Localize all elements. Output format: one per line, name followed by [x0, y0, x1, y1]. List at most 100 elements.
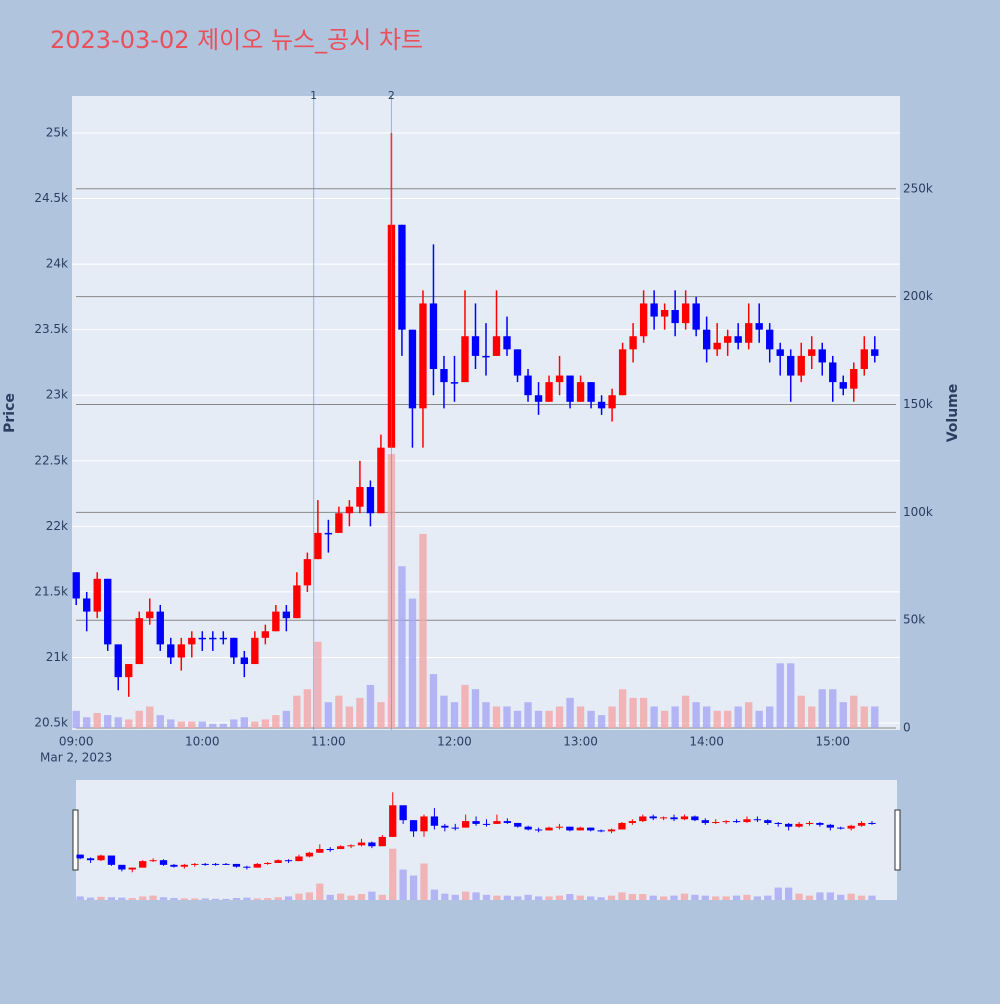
volume-bar	[366, 684, 375, 729]
candle-body	[492, 336, 501, 356]
y-tick-label: 23k	[46, 388, 68, 402]
volume-bar	[72, 710, 80, 729]
slider-volume-bar	[712, 896, 720, 900]
slider-volume-bar	[274, 897, 282, 900]
slider-candle-body	[264, 862, 272, 864]
candle-body	[503, 336, 511, 350]
slider-volume-bar	[76, 896, 84, 900]
slider-candle-body	[472, 821, 480, 824]
candle-body	[398, 224, 406, 330]
slider-candle-body	[399, 805, 407, 821]
slider-candle-body	[222, 863, 230, 865]
slider-handle[interactable]	[894, 809, 901, 871]
slider-volume-bar	[493, 895, 501, 900]
slider-candle-body	[587, 827, 595, 831]
candle-body	[440, 369, 448, 383]
candle-body	[566, 375, 574, 402]
slider-candle-body	[701, 820, 709, 823]
slider-volume-bar	[816, 892, 824, 900]
candle-body	[419, 303, 427, 409]
slider-candle-body	[597, 830, 605, 832]
candle-body	[745, 323, 753, 343]
slider-candle-body	[847, 825, 855, 829]
slider-volume-bar	[316, 883, 324, 900]
volume-bar	[209, 723, 217, 729]
slider-candle-body	[524, 826, 532, 830]
volume-bar	[734, 706, 742, 729]
volume-bar	[93, 712, 101, 729]
slider-candle-body	[243, 866, 251, 868]
y2-tick-label: 200k	[903, 289, 933, 303]
slider-candle-body	[837, 827, 845, 829]
x-tick-label: 11:00	[311, 735, 346, 749]
candle-body	[524, 375, 532, 396]
candle-body	[681, 303, 690, 324]
volume-bar	[702, 706, 711, 729]
slider-volume-bar	[222, 898, 230, 900]
candle-body	[702, 329, 711, 350]
slider-candle-body	[618, 822, 626, 830]
candle-body	[198, 637, 206, 640]
volume-bar	[776, 663, 784, 729]
slider-volume-bar	[389, 848, 397, 900]
volume-bar	[261, 719, 270, 729]
slider-volume-bar	[378, 894, 386, 900]
slider-volume-bar	[139, 896, 147, 900]
candle-body	[650, 303, 658, 317]
x-tick-label: 13:00	[563, 735, 598, 749]
slider-candle-body	[514, 822, 522, 827]
volume-bar	[146, 706, 154, 729]
volume-bar	[745, 702, 753, 729]
candle-body	[429, 303, 438, 370]
volume-bar	[681, 695, 690, 729]
volume-bar	[293, 695, 301, 729]
volume-bar	[471, 689, 480, 729]
candle-body	[818, 349, 826, 363]
slider-candle-body	[732, 821, 741, 823]
slider-candle-body	[139, 861, 147, 868]
candle-body	[345, 506, 354, 514]
candle-body	[734, 336, 742, 343]
volume-bar	[860, 706, 868, 729]
slider-volume-bar	[743, 894, 751, 900]
candle-body	[723, 336, 732, 343]
slider-candle-body	[420, 816, 428, 832]
volume-bar	[829, 689, 837, 729]
slider-candle-body	[159, 860, 168, 865]
slider-candle-body	[649, 816, 657, 819]
x-tick-label: 15:00	[815, 735, 850, 749]
y2-tick-label: 100k	[903, 505, 933, 519]
slider-volume-bar	[243, 897, 251, 900]
slider-volume-bar	[253, 898, 261, 900]
volume-bar	[282, 710, 291, 729]
candle-body	[167, 644, 175, 658]
volume-bar	[450, 702, 459, 729]
volume-bar	[461, 684, 469, 729]
volume-bar	[125, 719, 133, 729]
volume-bar	[692, 702, 700, 729]
slider-candle-body	[503, 821, 511, 823]
slider-volume-bar	[420, 863, 428, 900]
slider-volume-bar	[305, 892, 314, 900]
y-tick-label: 21k	[46, 650, 68, 664]
slider-candle-body	[232, 863, 241, 867]
candle-body	[797, 355, 805, 376]
slider-candle-body	[201, 863, 209, 865]
candle-body	[671, 309, 679, 324]
slider-volume-bar	[607, 895, 616, 900]
slider-candle-body	[97, 855, 105, 861]
candle-body	[335, 513, 343, 533]
slider-volume-bar	[336, 893, 345, 900]
volume-bar	[713, 710, 721, 729]
volume-bar	[240, 717, 249, 729]
volume-bar	[755, 710, 763, 729]
slider-candle-body	[764, 820, 772, 823]
volume-bar	[524, 702, 532, 729]
range-slider[interactable]	[76, 780, 897, 900]
slider-volume-bar	[149, 895, 157, 900]
candle-body	[871, 349, 879, 356]
slider-candle-body	[576, 827, 584, 831]
slider-volume-bar	[784, 887, 793, 900]
slider-handle[interactable]	[72, 809, 79, 871]
